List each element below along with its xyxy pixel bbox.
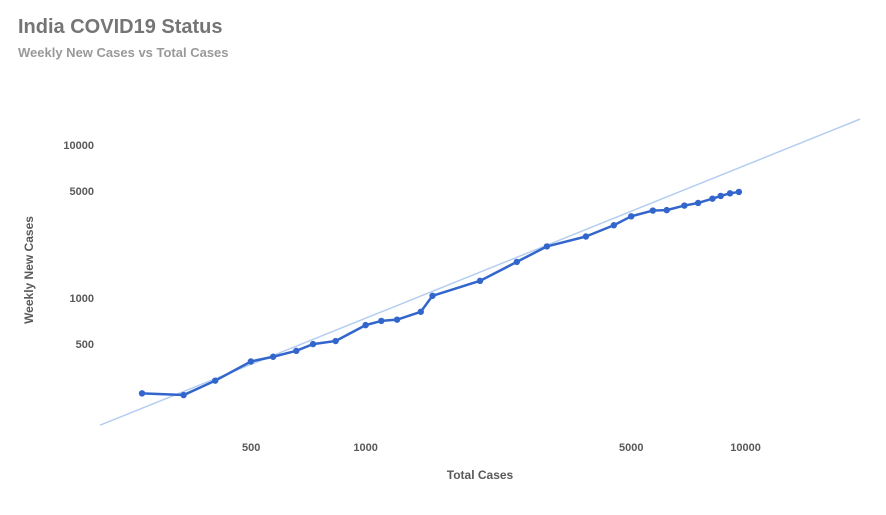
data-point — [378, 318, 384, 324]
y-tick-label: 10000 — [63, 140, 94, 152]
chart-subtitle: Weekly New Cases vs Total Cases — [18, 45, 229, 60]
y-tick-container: 500 1000 5000 10000 — [0, 100, 100, 440]
data-point — [695, 200, 701, 206]
x-tick-container: 500 1000 5000 10000 — [100, 440, 860, 460]
chart-container: India COVID19 Status Weekly New Cases vs… — [0, 0, 886, 515]
data-line — [142, 192, 739, 395]
data-point — [394, 316, 400, 322]
data-point — [248, 358, 254, 364]
data-point — [310, 341, 316, 347]
y-tick-label: 500 — [76, 339, 94, 351]
y-tick-label: 5000 — [70, 186, 94, 198]
data-point — [583, 233, 589, 239]
data-point — [429, 293, 435, 299]
data-point — [611, 222, 617, 228]
data-point — [362, 322, 368, 328]
data-point — [709, 195, 715, 201]
x-tick-label: 1000 — [353, 442, 377, 454]
chart-title: India COVID19 Status — [18, 16, 229, 39]
data-point — [681, 202, 687, 208]
data-point — [628, 213, 634, 219]
data-point — [727, 190, 733, 196]
data-point — [418, 309, 424, 315]
data-point — [212, 377, 218, 383]
data-point — [664, 207, 670, 213]
data-point — [718, 193, 724, 199]
data-point — [293, 348, 299, 354]
y-axis-label: Weekly New Cases — [22, 170, 36, 370]
data-point — [477, 278, 483, 284]
chart-svg — [100, 100, 860, 440]
data-point — [650, 207, 656, 213]
x-tick-label: 500 — [242, 442, 260, 454]
x-axis-label: Total Cases — [380, 468, 580, 482]
data-point — [736, 189, 742, 195]
data-point — [514, 259, 520, 265]
y-tick-label: 1000 — [70, 293, 94, 305]
data-point — [270, 354, 276, 360]
x-tick-label: 5000 — [619, 442, 643, 454]
data-point — [332, 338, 338, 344]
data-point — [180, 392, 186, 398]
plot-area — [100, 100, 860, 440]
data-point — [544, 243, 550, 249]
data-point — [139, 390, 145, 396]
x-tick-label: 10000 — [730, 442, 761, 454]
title-block: India COVID19 Status Weekly New Cases vs… — [18, 16, 229, 60]
